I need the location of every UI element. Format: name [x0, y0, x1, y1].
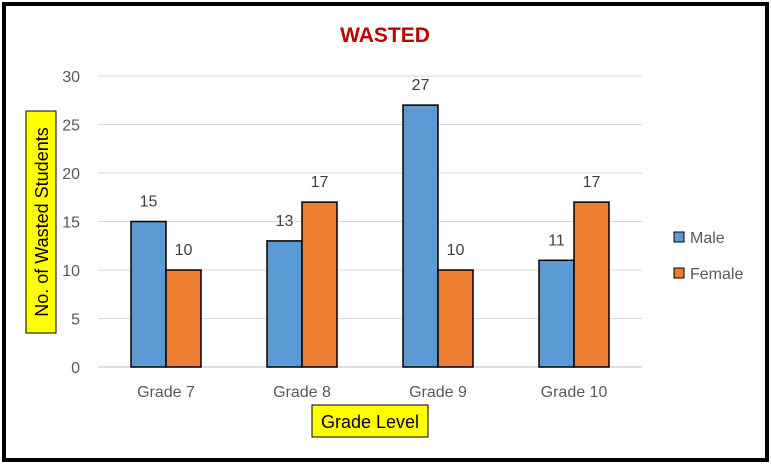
bar-female-4	[573, 201, 610, 368]
data-label: 11	[548, 232, 565, 249]
data-label: 17	[583, 174, 601, 191]
legend-item-male: Male	[673, 230, 725, 247]
bar-male-2	[266, 240, 303, 368]
y-axis-title-highlight	[25, 110, 57, 334]
legend-swatch-male	[673, 231, 685, 243]
x-tick-label: Grade 9	[409, 384, 467, 401]
bar-female-2	[301, 201, 338, 368]
data-label: 10	[447, 242, 465, 259]
bar-male-3	[402, 104, 439, 368]
y-tick-label: 10	[62, 263, 80, 280]
bars	[130, 104, 610, 368]
y-axis-title-text: No. of Wasted Students	[32, 127, 52, 316]
x-axis-title: Grade Level	[311, 404, 429, 438]
bar-male-1	[130, 220, 167, 368]
data-label: 13	[276, 213, 294, 230]
data-label: 10	[175, 242, 193, 259]
x-axis-title-highlight	[311, 404, 429, 438]
x-tick-label: Grade 7	[137, 384, 195, 401]
y-tick-label: 20	[62, 166, 80, 183]
x-tick-label: Grade 10	[541, 384, 608, 401]
y-axis-title: No. of Wasted Students	[25, 110, 57, 334]
y-axis-ticks: 0 5 10 15 20 25 30	[62, 69, 80, 377]
legend-swatch-female	[673, 267, 685, 279]
y-tick-label: 25	[62, 118, 80, 135]
data-labels: 15 10 13 17 27 10 11 17	[140, 77, 601, 259]
data-label: 15	[140, 194, 158, 211]
legend-label-female: Female	[690, 266, 743, 283]
data-label: 27	[412, 77, 430, 94]
x-axis-ticks: Grade 7 Grade 8 Grade 9 Grade 10	[137, 384, 607, 401]
x-tick-label: Grade 8	[273, 384, 331, 401]
y-tick-label: 30	[62, 69, 80, 86]
legend: Male Female	[673, 230, 743, 283]
x-axis-title-text: Grade Level	[321, 412, 419, 432]
bar-female-1	[165, 269, 202, 368]
y-tick-label: 5	[71, 312, 80, 329]
bar-male-4	[538, 259, 575, 368]
legend-item-female: Female	[673, 266, 743, 283]
y-tick-label: 15	[62, 215, 80, 232]
legend-label-male: Male	[690, 230, 725, 247]
y-tick-label: 0	[71, 360, 80, 377]
bar-female-3	[437, 269, 474, 368]
chart-title: WASTED	[340, 24, 430, 47]
data-label: 17	[311, 174, 329, 191]
